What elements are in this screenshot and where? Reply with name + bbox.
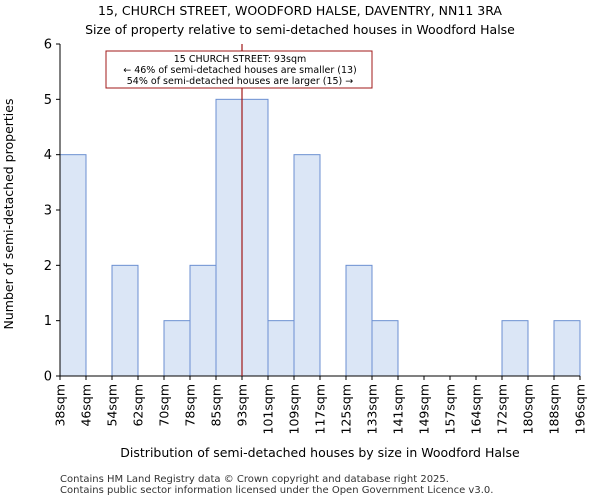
x-tick-label: 38sqm	[53, 384, 68, 427]
histogram-bar	[163, 320, 191, 377]
histogram-bar	[241, 98, 269, 377]
histogram-bar	[501, 320, 529, 377]
y-axis-title: Number of semi-detached properties	[1, 99, 16, 330]
x-tick-label: 149sqm	[417, 384, 432, 434]
histogram-bar	[215, 98, 243, 377]
x-tick-label: 78sqm	[183, 384, 198, 427]
x-tick-label: 172sqm	[495, 384, 510, 434]
x-tick-label: 157sqm	[443, 384, 458, 434]
y-tick-label: 5	[44, 93, 52, 108]
chart-title-line2: Size of property relative to semi-detach…	[85, 22, 515, 37]
annotation-line2: ← 46% of semi-detached houses are smalle…	[123, 65, 357, 76]
chart-title-line1: 15, CHURCH STREET, WOODFORD HALSE, DAVEN…	[98, 3, 502, 18]
x-tick-label: 93sqm	[235, 384, 250, 427]
histogram-bar	[345, 264, 373, 377]
x-tick-label: 109sqm	[287, 384, 302, 434]
annotation-line1: 15 CHURCH STREET: 93sqm	[174, 54, 307, 65]
annotation-line3: 54% of semi-detached houses are larger (…	[127, 76, 354, 87]
x-tick-label: 85sqm	[209, 384, 224, 427]
y-tick-label: 1	[44, 314, 52, 329]
x-tick-label: 70sqm	[157, 384, 172, 427]
histogram-bar	[189, 264, 217, 377]
x-axis-title: Distribution of semi-detached houses by …	[120, 445, 520, 460]
histogram-bar	[111, 264, 139, 377]
y-tick-label: 2	[44, 259, 52, 274]
x-tick-label: 180sqm	[521, 384, 536, 434]
x-tick-label: 141sqm	[391, 384, 406, 434]
y-tick-label: 4	[44, 148, 52, 163]
histogram-bar	[267, 320, 295, 377]
footer-line2: Contains public sector information licen…	[60, 485, 494, 496]
x-tick-label: 46sqm	[79, 384, 94, 427]
x-tick-label: 188sqm	[547, 384, 562, 434]
histogram-bar	[553, 320, 581, 377]
x-tick-label: 54sqm	[105, 384, 120, 427]
histogram-bar	[371, 320, 399, 377]
x-tick-label: 164sqm	[469, 384, 484, 434]
x-tick-label: 125sqm	[339, 384, 354, 434]
y-tick-label: 3	[44, 204, 52, 219]
x-tick-label: 62sqm	[131, 384, 146, 427]
histogram-bar	[293, 154, 321, 377]
y-tick-label: 6	[44, 38, 52, 53]
footer-line1: Contains HM Land Registry data © Crown c…	[60, 474, 449, 485]
histogram-bar	[59, 154, 87, 377]
x-tick-label: 133sqm	[365, 384, 380, 434]
y-tick-label: 0	[44, 370, 52, 385]
x-tick-label: 117sqm	[313, 384, 328, 434]
x-tick-label: 196sqm	[573, 384, 588, 434]
x-tick-label: 101sqm	[261, 384, 276, 434]
annotation-box	[105, 50, 373, 89]
